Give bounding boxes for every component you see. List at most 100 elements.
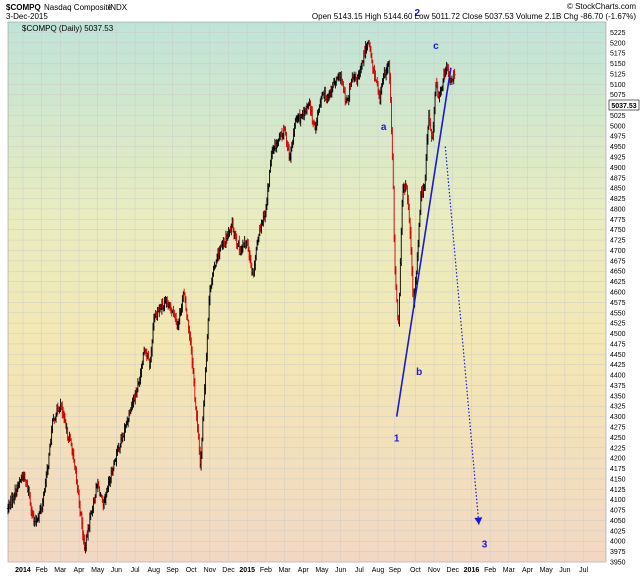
legend-entry: $COMPQ (Daily) 5037.53 bbox=[22, 24, 114, 33]
y-tick-label: 4050 bbox=[610, 518, 626, 525]
y-tick-label: 4275 bbox=[610, 425, 626, 432]
y-tick-label: 4575 bbox=[610, 300, 626, 307]
y-tick-label: 4225 bbox=[610, 445, 626, 452]
y-tick-label: 4975 bbox=[610, 134, 626, 141]
y-tick-label: 3975 bbox=[610, 549, 626, 556]
y-tick-label: 4250 bbox=[610, 435, 626, 442]
x-tick-label: Oct bbox=[410, 567, 421, 574]
y-tick-label: 5100 bbox=[610, 82, 626, 89]
wave-label: a bbox=[381, 122, 387, 133]
x-tick-label: Nov bbox=[204, 567, 217, 574]
y-tick-label: 4200 bbox=[610, 456, 626, 463]
last-price-box bbox=[608, 99, 640, 111]
x-tick-label: May bbox=[91, 567, 105, 574]
index-name: Nasdaq Composite bbox=[44, 3, 113, 12]
projection-line bbox=[444, 146, 480, 525]
y-tick-label: 4625 bbox=[610, 279, 626, 286]
x-tick-label: Apr bbox=[522, 567, 534, 574]
symbol-label: $COMPQ bbox=[6, 3, 41, 12]
y-tick-label: 4425 bbox=[610, 362, 626, 369]
x-tick-label: May bbox=[315, 567, 329, 574]
x-tick-label: Nov bbox=[428, 567, 441, 574]
wave-label: 3 bbox=[482, 539, 488, 550]
y-tick-label: 4350 bbox=[610, 393, 626, 400]
y-tick-label: 4500 bbox=[610, 331, 626, 338]
x-tick-label: 2014 bbox=[15, 567, 31, 574]
y-tick-label: 4650 bbox=[610, 269, 626, 276]
x-tick-label: Mar bbox=[503, 567, 516, 574]
x-tick-label: Apr bbox=[298, 567, 310, 574]
wave-label: c bbox=[433, 41, 439, 52]
y-tick-label: 4150 bbox=[610, 476, 626, 483]
y-tick-label: 4950 bbox=[610, 144, 626, 151]
y-tick-label: 4900 bbox=[610, 165, 626, 172]
y-tick-label: 4675 bbox=[610, 258, 626, 265]
exchange-label: INDX bbox=[108, 3, 128, 12]
y-tick-label: 4800 bbox=[610, 206, 626, 213]
y-tick-label: 4550 bbox=[610, 310, 626, 317]
x-tick-label: Dec bbox=[222, 567, 235, 574]
x-tick-label: Feb bbox=[260, 567, 272, 574]
x-tick-label: Mar bbox=[279, 567, 292, 574]
x-tick-label: Jul bbox=[355, 567, 364, 574]
x-tick-label: Jul bbox=[579, 567, 588, 574]
y-tick-label: 4075 bbox=[610, 508, 626, 515]
y-tick-label: 4750 bbox=[610, 227, 626, 234]
y-tick-label: 5175 bbox=[610, 51, 626, 58]
y-tick-label: 5225 bbox=[610, 30, 626, 37]
x-tick-label: Jun bbox=[559, 567, 570, 574]
y-tick-label: 4725 bbox=[610, 238, 626, 245]
y-tick-label: 5125 bbox=[610, 71, 626, 78]
y-tick-label: 3950 bbox=[610, 560, 626, 567]
y-tick-label: 4300 bbox=[610, 414, 626, 421]
y-tick-label: 4100 bbox=[610, 497, 626, 504]
wave-label: b bbox=[416, 367, 422, 378]
x-tick-label: Jul bbox=[131, 567, 140, 574]
y-tick-label: 4875 bbox=[610, 175, 626, 182]
y-tick-label: 4825 bbox=[610, 196, 626, 203]
x-tick-label: Mar bbox=[54, 567, 67, 574]
wave-label: 1 bbox=[394, 434, 400, 445]
y-tick-label: 5150 bbox=[610, 61, 626, 68]
x-tick-label: Jun bbox=[111, 567, 122, 574]
y-tick-label: 4025 bbox=[610, 528, 626, 535]
y-tick-label: 4400 bbox=[610, 373, 626, 380]
x-tick-label: Feb bbox=[36, 567, 48, 574]
y-tick-label: 5200 bbox=[610, 40, 626, 47]
y-tick-label: 4325 bbox=[610, 404, 626, 411]
y-tick-label: 4125 bbox=[610, 487, 626, 494]
x-tick-label: Aug bbox=[148, 567, 161, 574]
x-tick-label: Aug bbox=[372, 567, 385, 574]
y-tick-label: 4525 bbox=[610, 321, 626, 328]
x-tick-label: 2015 bbox=[239, 567, 255, 574]
y-tick-label: 4450 bbox=[610, 352, 626, 359]
y-tick-label: 4175 bbox=[610, 466, 626, 473]
projection-arrowhead bbox=[474, 517, 483, 525]
x-tick-label: Apr bbox=[74, 567, 86, 574]
last-price-label: 5037.53 bbox=[611, 103, 636, 110]
wave-label: 2 bbox=[414, 8, 420, 19]
quote-line: Open 5143.15 High 5144.60 Low 5011.72 Cl… bbox=[312, 12, 636, 21]
y-tick-label: 4600 bbox=[610, 290, 626, 297]
y-tick-label: 4775 bbox=[610, 217, 626, 224]
brand-label: © StockCharts.com bbox=[567, 2, 636, 11]
y-tick-label: 4375 bbox=[610, 383, 626, 390]
x-tick-label: Sep bbox=[389, 567, 402, 574]
y-tick-label: 5025 bbox=[610, 113, 626, 120]
x-tick-label: Jun bbox=[335, 567, 346, 574]
date-label: 3-Dec-2015 bbox=[6, 12, 48, 21]
y-tick-label: 4700 bbox=[610, 248, 626, 255]
x-tick-label: Oct bbox=[186, 567, 197, 574]
x-tick-label: May bbox=[540, 567, 554, 574]
y-tick-label: 5075 bbox=[610, 92, 626, 99]
y-tick-label: 4475 bbox=[610, 341, 626, 348]
y-tick-label: 4850 bbox=[610, 186, 626, 193]
trendline bbox=[395, 67, 452, 417]
x-tick-label: Dec bbox=[447, 567, 460, 574]
y-tick-label: 5000 bbox=[610, 123, 626, 130]
y-tick-label: 4925 bbox=[610, 155, 626, 162]
x-tick-label: 2016 bbox=[464, 567, 480, 574]
y-tick-label: 4000 bbox=[610, 539, 626, 546]
